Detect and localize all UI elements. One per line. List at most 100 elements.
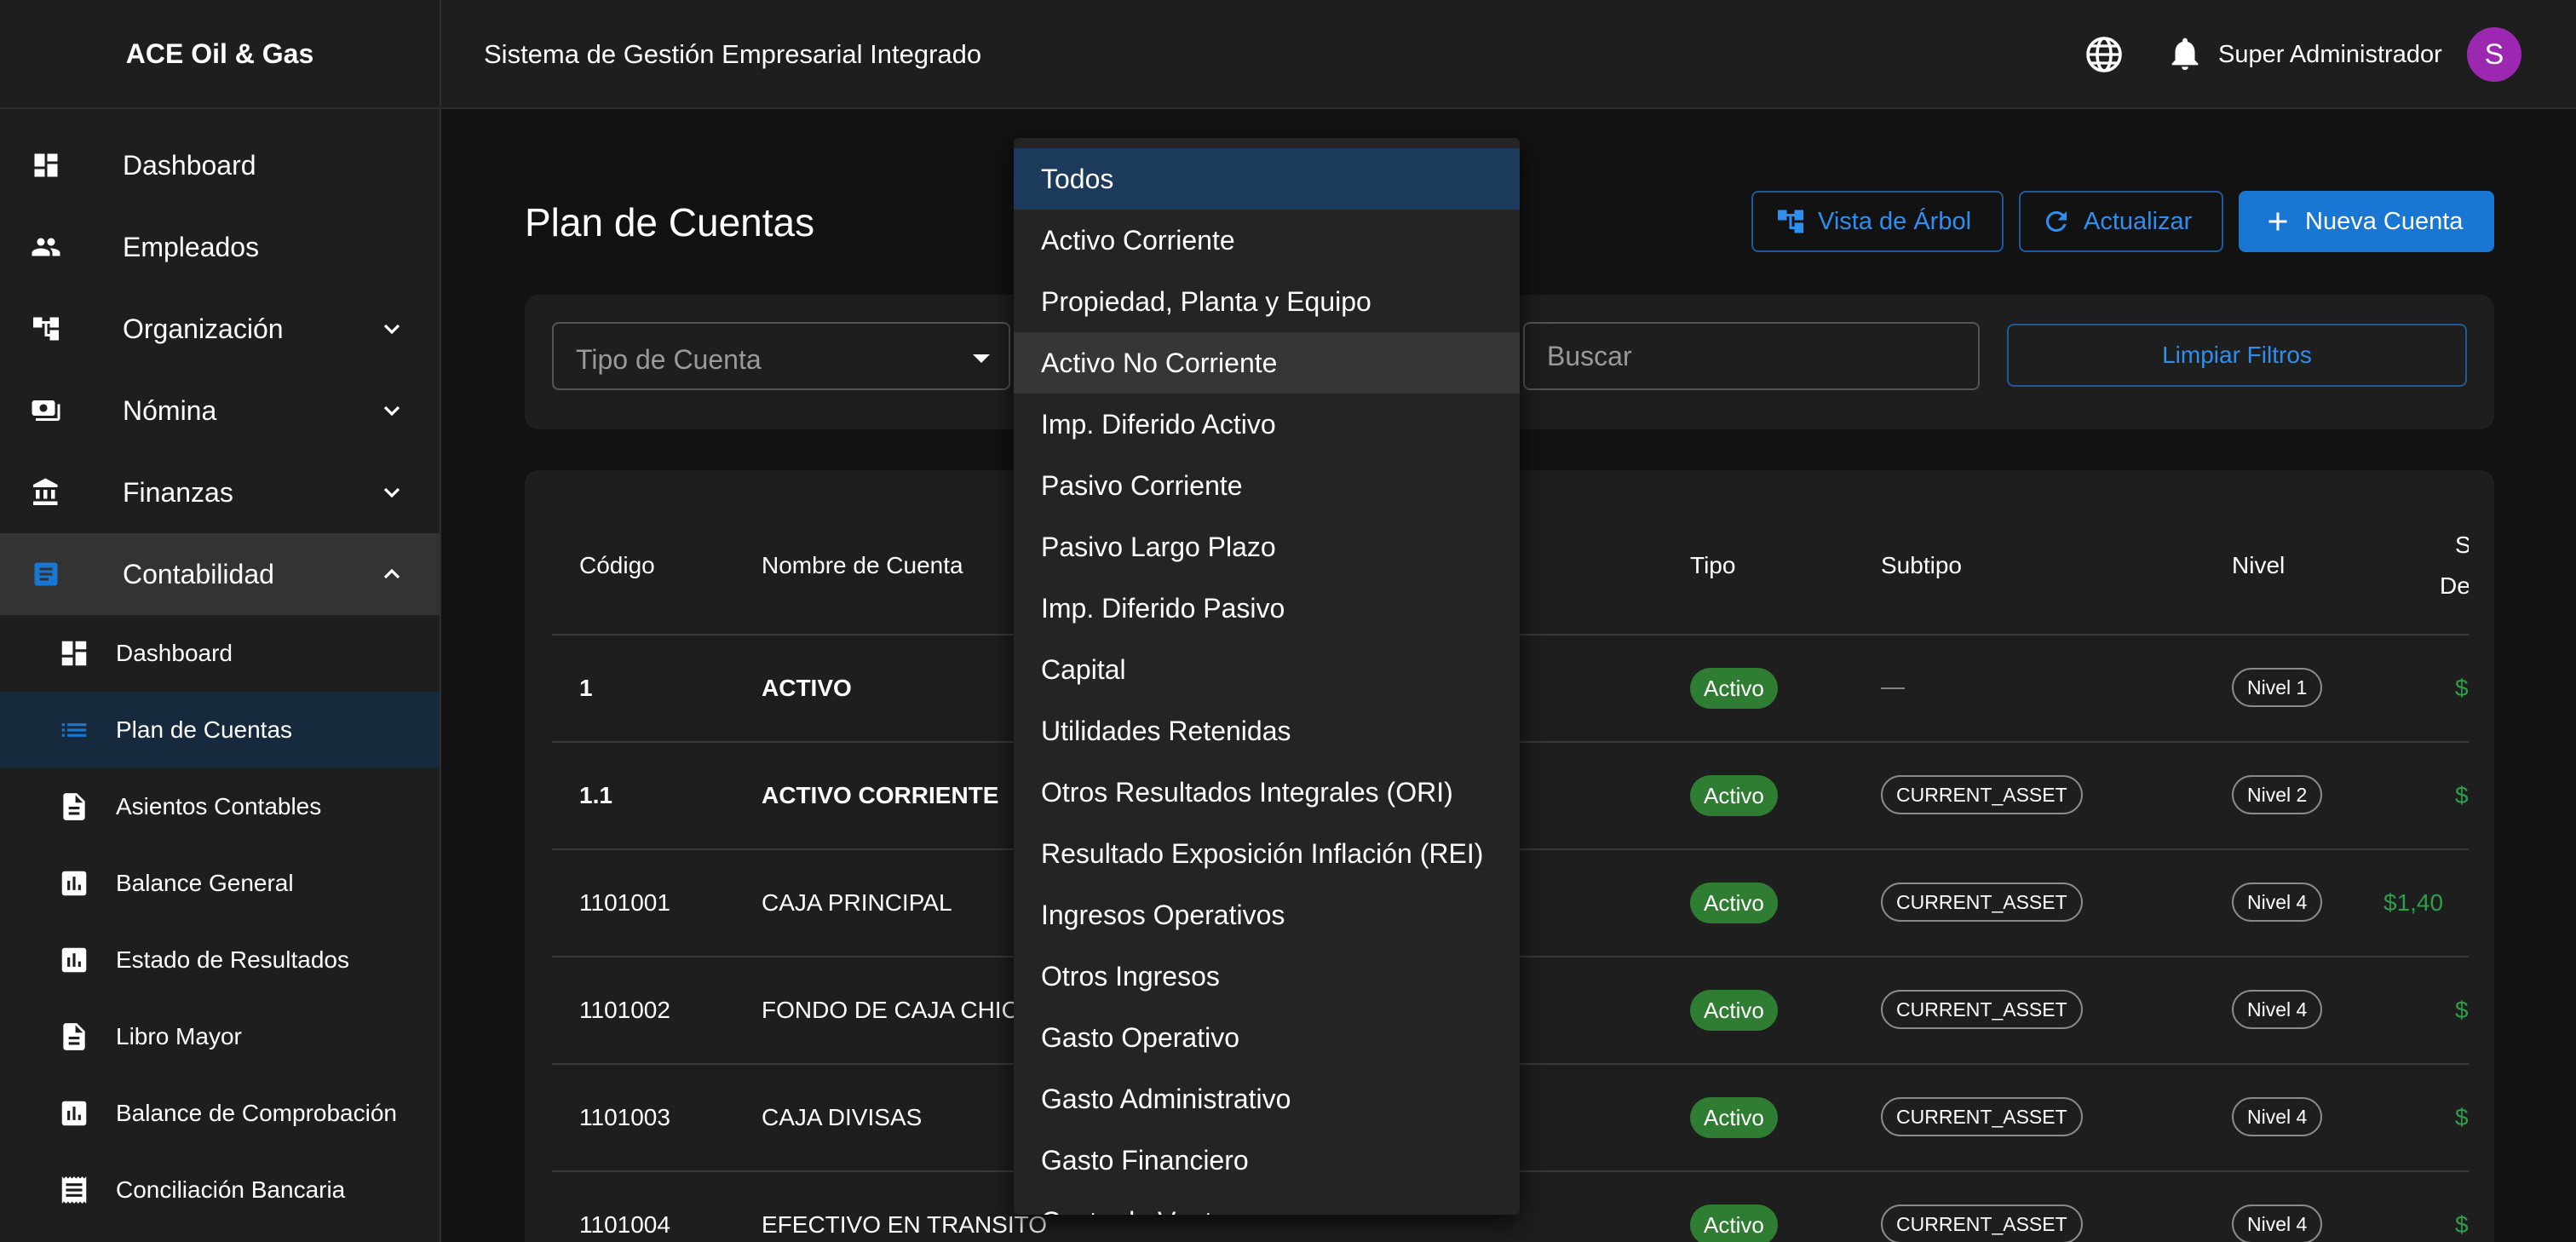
sidebar-subitem-asientos[interactable]: Asientos Contables — [0, 768, 440, 845]
menu-option[interactable]: Activo Corriente — [1041, 224, 1235, 256]
row-code: 1101002 — [579, 997, 670, 1023]
plus-icon — [2268, 212, 2287, 231]
menu-option[interactable]: Gasto Financiero — [1041, 1144, 1249, 1176]
sidebar-item-label: Nómina — [123, 394, 217, 426]
menu-option[interactable]: Gasto Administrativo — [1041, 1083, 1291, 1114]
subtype-chip: CURRENT_ASSET — [1881, 775, 2083, 814]
sidebar-item-nomina[interactable]: Nómina — [0, 370, 440, 451]
menu-option[interactable]: Otros Ingresos — [1041, 960, 1220, 992]
clear-filters-button[interactable]: Limpiar Filtros — [2007, 324, 2467, 387]
sidebar-subitem-balance-general[interactable]: Balance General — [0, 845, 440, 922]
sidebar-item-dashboard[interactable]: Dashboard — [0, 124, 440, 206]
menu-option[interactable]: Pasivo Corriente — [1041, 469, 1243, 501]
menu-option[interactable]: Capital — [1041, 653, 1126, 685]
sidebar-item-label: Finanzas — [123, 476, 233, 508]
account-type-menu: Todos Activo Corriente Propiedad, Planta… — [1014, 138, 1520, 1215]
menu-option[interactable]: Pasivo Largo Plazo — [1041, 531, 1276, 562]
row-code: 1101004 — [579, 1211, 670, 1238]
account-type-placeholder: Tipo de Cuenta — [576, 344, 762, 375]
org-tree-icon — [33, 317, 59, 341]
menu-option[interactable]: Imp. Diferido Pasivo — [1041, 592, 1285, 624]
menu-option[interactable]: Imp. Diferido Activo — [1041, 408, 1276, 440]
refresh-button[interactable]: Actualizar — [2019, 191, 2223, 252]
row-subtype: — — [1881, 673, 1905, 699]
refresh-icon — [2046, 211, 2067, 232]
page-title: Plan de Cuentas — [525, 200, 815, 244]
sidebar-item-label: Empleados — [123, 231, 260, 262]
level-chip: Nivel 4 — [2232, 1205, 2323, 1242]
globe-icon[interactable] — [2084, 34, 2125, 75]
tree-view-label: Vista de Árbol — [1818, 207, 1972, 235]
document-icon — [63, 793, 85, 820]
row-amount: $ — [2455, 1104, 2469, 1130]
app-header: Sistema de Gestión Empresarial Integrado… — [441, 0, 2576, 109]
search-input[interactable] — [1525, 324, 1978, 388]
type-chip: Activo — [1690, 1097, 1778, 1138]
menu-option[interactable]: Gasto Operativo — [1041, 1021, 1239, 1053]
new-account-button[interactable]: Nueva Cuenta — [2239, 191, 2494, 252]
header-type[interactable]: Tipo — [1690, 552, 1736, 578]
search-field[interactable] — [1523, 322, 1980, 390]
menu-option[interactable]: Otros Resultados Integrales (ORI) — [1041, 776, 1453, 808]
sidebar-subitem-plan-de-cuentas[interactable]: Plan de Cuentas — [0, 692, 440, 768]
type-chip: Activo — [1690, 883, 1778, 923]
table-row[interactable]: 1101003 CAJA DIVISAS Activo CURRENT_ASSE… — [552, 1063, 2469, 1170]
menu-option[interactable]: Activo No Corriente — [1014, 332, 1520, 394]
header-level[interactable]: Nivel — [2232, 552, 2286, 578]
subtype-chip: CURRENT_ASSET — [1881, 1097, 2083, 1136]
sidebar-subitem-label: Dashboard — [116, 640, 233, 666]
sidebar-subitem-libro-mayor[interactable]: Libro Mayor — [0, 998, 440, 1075]
sidebar-item-empleados[interactable]: Empleados — [0, 206, 440, 288]
sidebar-subitem-label: Libro Mayor — [116, 1023, 242, 1049]
chevron-down-icon — [383, 405, 400, 417]
row-code: 1101001 — [579, 889, 670, 916]
header-name[interactable]: Nombre de Cuenta — [762, 552, 963, 578]
level-chip: Nivel 4 — [2232, 1097, 2323, 1136]
caret-down-icon — [973, 354, 990, 363]
header-subtype[interactable]: Subtipo — [1881, 552, 1962, 578]
sidebar-item-contabilidad[interactable]: Contabilidad — [0, 533, 440, 615]
sidebar-subitem-estado-resultados[interactable]: Estado de Resultados — [0, 922, 440, 998]
sidebar-subitem-label: Balance General — [116, 870, 294, 896]
receipt-icon — [61, 1176, 87, 1204]
row-name: CAJA PRINCIPAL — [762, 889, 952, 916]
bar-chart-icon — [61, 947, 87, 973]
sidebar-subitem-conciliacion[interactable]: Conciliación Bancaria — [0, 1152, 440, 1228]
avatar[interactable]: S — [2467, 27, 2521, 82]
chevron-down-icon — [383, 324, 400, 335]
header-balance-line2[interactable]: De — [2440, 572, 2469, 599]
sidebar-item-organizacion[interactable]: Organización — [0, 288, 440, 370]
menu-option[interactable]: Ingresos Operativos — [1041, 899, 1285, 930]
menu-option[interactable]: Utilidades Retenidas — [1041, 715, 1291, 746]
row-amount: $ — [2455, 997, 2469, 1023]
type-chip: Activo — [1690, 990, 1778, 1031]
user-name[interactable]: Super Administrador — [2218, 41, 2442, 68]
row-name: EFECTIVO EN TRANSITO — [762, 1211, 1048, 1238]
payroll-icon — [32, 400, 60, 421]
bell-icon[interactable] — [2165, 34, 2205, 73]
level-chip: Nivel 4 — [2232, 883, 2323, 922]
type-chip: Activo — [1690, 1205, 1778, 1242]
menu-option[interactable]: Propiedad, Planta y Equipo — [1041, 285, 1371, 317]
level-chip: Nivel 4 — [2232, 990, 2323, 1029]
refresh-label: Actualizar — [2084, 207, 2193, 235]
header-balance-line1[interactable]: S — [2455, 532, 2469, 558]
menu-option[interactable]: Costo de Ventas — [1014, 1191, 1520, 1216]
chevron-down-icon — [383, 487, 400, 498]
row-amount: $ — [2455, 675, 2469, 701]
menu-option[interactable]: Todos — [1014, 148, 1520, 210]
type-chip: Activo — [1690, 668, 1778, 709]
tree-icon — [1778, 210, 1803, 233]
sidebar-subitem-dashboard[interactable]: Dashboard — [0, 615, 440, 692]
sidebar-item-finanzas[interactable]: Finanzas — [0, 451, 440, 533]
sidebar-subitem-label: Balance de Comprobación — [116, 1100, 397, 1126]
header-code[interactable]: Código — [579, 552, 655, 578]
sidebar-item-label: Dashboard — [123, 149, 256, 181]
type-chip: Activo — [1690, 775, 1778, 816]
account-type-select[interactable]: Tipo de Cuenta — [552, 322, 1010, 390]
tree-view-button[interactable]: Vista de Árbol — [1751, 191, 2004, 252]
sidebar-subitem-balance-comprobacion[interactable]: Balance de Comprobación — [0, 1075, 440, 1152]
level-chip: Nivel 2 — [2232, 775, 2323, 814]
menu-option[interactable]: Resultado Exposición Inflación (REI) — [1041, 837, 1484, 869]
ledger-icon — [34, 562, 58, 586]
